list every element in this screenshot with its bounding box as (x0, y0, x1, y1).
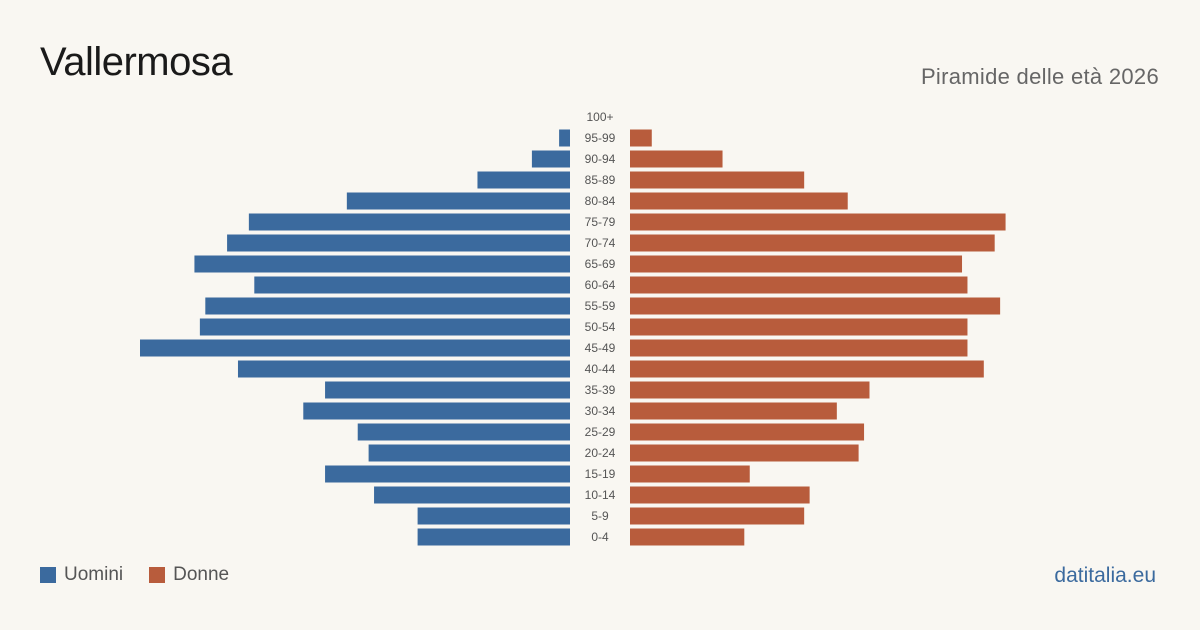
bar-men-85-89 (477, 171, 570, 189)
bar-men-15-19 (325, 465, 570, 483)
tick-label-10-14: 10-14 (585, 488, 616, 502)
bar-women-50-54 (630, 318, 968, 336)
bar-women-95-99 (630, 129, 652, 147)
bar-men-95-99 (559, 129, 570, 147)
legend-item-women: Donne (149, 564, 229, 586)
tick-label-0-4: 0-4 (591, 530, 609, 544)
legend-swatch-men (40, 567, 56, 583)
bar-women-15-19 (630, 465, 750, 483)
tick-label-60-64: 60-64 (585, 278, 616, 292)
bar-women-75-79 (630, 213, 1006, 231)
bar-women-65-69 (630, 255, 963, 273)
legend-label-men: Uomini (64, 564, 124, 585)
bar-women-30-34 (630, 402, 837, 420)
bar-men-40-44 (237, 360, 571, 378)
bar-women-60-64 (630, 276, 968, 294)
legend-label-women: Donne (173, 564, 230, 585)
bar-men-65-69 (194, 255, 571, 273)
bar-women-70-74 (630, 234, 995, 252)
tick-label-20-24: 20-24 (585, 446, 616, 460)
tick-label-100+: 100+ (586, 110, 613, 124)
tick-label-80-84: 80-84 (585, 194, 616, 208)
tick-label-95-99: 95-99 (585, 131, 616, 145)
page-title: Vallermosa (40, 40, 233, 84)
bar-women-35-39 (630, 381, 870, 399)
chart-subtitle: Piramide delle età 2026 (920, 64, 1159, 89)
bar-men-0-4 (417, 528, 570, 546)
bar-men-80-84 (346, 192, 570, 210)
bar-men-20-24 (368, 444, 570, 462)
bar-men-30-34 (303, 402, 570, 420)
bar-men-35-39 (325, 381, 570, 399)
tick-label-70-74: 70-74 (585, 236, 616, 250)
bar-women-5-9 (630, 507, 805, 525)
bar-women-90-94 (630, 150, 723, 168)
tick-label-30-34: 30-34 (585, 404, 616, 418)
tick-label-25-29: 25-29 (585, 425, 616, 439)
bar-men-55-59 (205, 297, 570, 315)
tick-label-65-69: 65-69 (585, 257, 616, 271)
bar-women-20-24 (630, 444, 859, 462)
bar-men-75-79 (248, 213, 570, 231)
bar-women-80-84 (630, 192, 848, 210)
tick-label-90-94: 90-94 (585, 152, 616, 166)
tick-label-35-39: 35-39 (585, 383, 616, 397)
bar-women-55-59 (630, 297, 1001, 315)
bar-women-10-14 (630, 486, 810, 504)
legend: Uomini Donne (40, 564, 255, 586)
bar-women-0-4 (630, 528, 745, 546)
bar-men-50-54 (199, 318, 570, 336)
tick-label-40-44: 40-44 (585, 362, 616, 376)
bar-men-60-64 (254, 276, 570, 294)
tick-label-45-49: 45-49 (585, 341, 616, 355)
bar-men-45-49 (140, 339, 570, 357)
source-link[interactable]: datitalia.eu (1054, 564, 1156, 587)
tick-label-5-9: 5-9 (591, 509, 609, 523)
bar-men-25-29 (357, 423, 570, 441)
bar-women-45-49 (630, 339, 968, 357)
bar-women-25-29 (630, 423, 865, 441)
bar-men-90-94 (531, 150, 570, 168)
tick-label-85-89: 85-89 (585, 173, 616, 187)
bar-men-70-74 (227, 234, 570, 252)
tick-label-75-79: 75-79 (585, 215, 616, 229)
legend-swatch-women (149, 567, 166, 583)
bar-women-40-44 (630, 360, 984, 378)
bar-women-85-89 (630, 171, 805, 189)
tick-label-55-59: 55-59 (585, 299, 616, 313)
tick-label-15-19: 15-19 (585, 467, 616, 481)
legend-item-men: Uomini (40, 564, 123, 586)
bar-men-5-9 (417, 507, 570, 525)
tick-label-50-54: 50-54 (585, 320, 616, 334)
bar-men-10-14 (374, 486, 570, 504)
